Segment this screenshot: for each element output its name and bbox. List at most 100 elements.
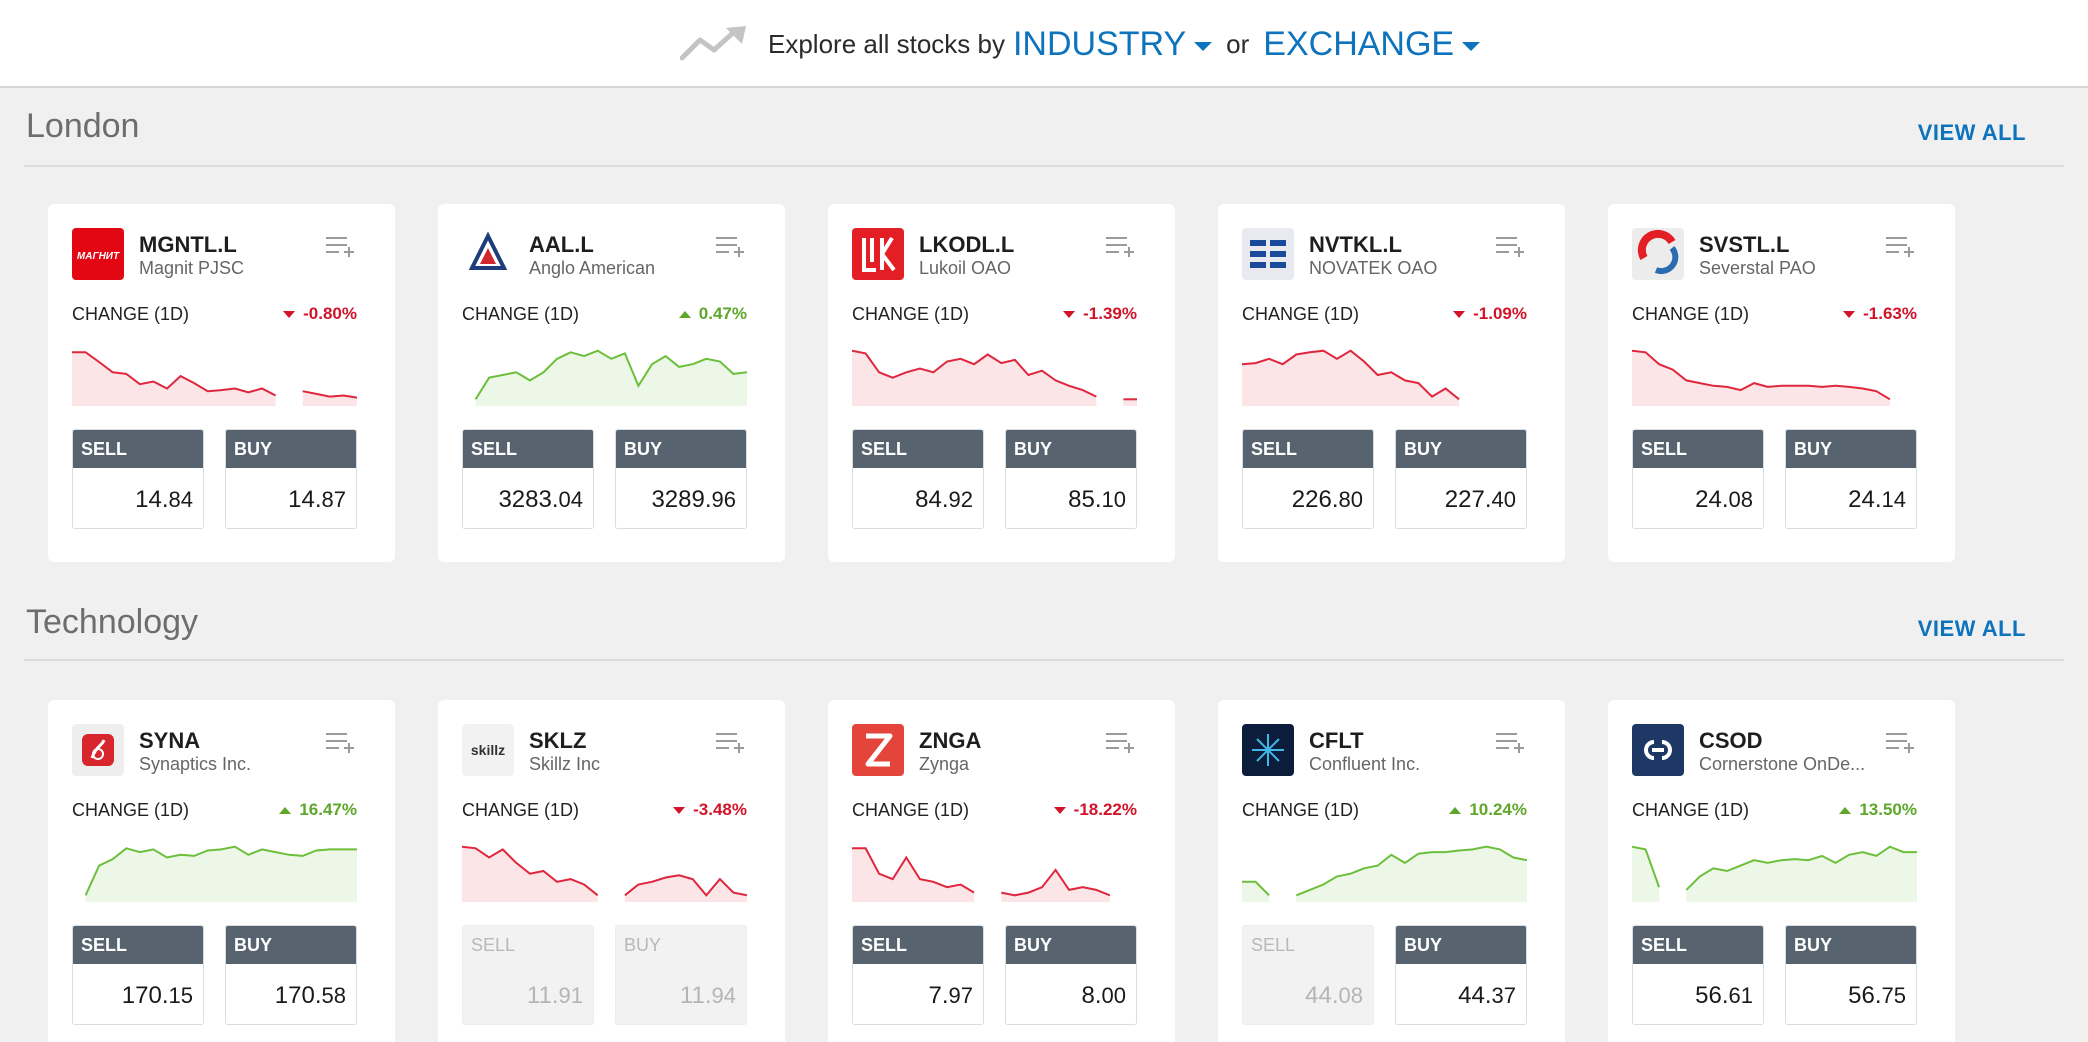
buy-button[interactable]: BUY 3289.96 bbox=[615, 429, 747, 529]
sparkline-area bbox=[475, 350, 747, 406]
stock-symbol[interactable]: CFLT bbox=[1309, 728, 1364, 753]
sparkline-area bbox=[85, 846, 357, 902]
sell-price: 84.92 bbox=[853, 468, 983, 528]
change-value: -1.39% bbox=[1063, 304, 1137, 324]
section-divider bbox=[24, 659, 2064, 661]
arrow-down-icon bbox=[1053, 806, 1066, 814]
buy-label: BUY bbox=[1006, 926, 1136, 964]
sell-button[interactable]: SELL 14.84 bbox=[72, 429, 204, 529]
section-divider bbox=[24, 165, 2064, 167]
add-to-watchlist-icon[interactable] bbox=[715, 234, 745, 258]
stock-symbol[interactable]: LKODL.L bbox=[919, 232, 1015, 257]
or-text: or bbox=[1226, 28, 1250, 59]
stock-card[interactable]: МАГНИТ MGNTL.L Magnit PJSC CHANGE (1D) -0.80… bbox=[48, 204, 395, 562]
change-label: CHANGE (1D) bbox=[72, 304, 190, 324]
buy-button[interactable]: BUY 44.37 bbox=[1395, 925, 1527, 1025]
sell-price-decimals: 97 bbox=[948, 983, 973, 1008]
buy-button[interactable]: BUY 170.58 bbox=[225, 925, 357, 1025]
add-to-watchlist-icon[interactable] bbox=[1495, 730, 1525, 754]
sell-price-main: 11. bbox=[526, 982, 559, 1009]
stock-card[interactable]: LKODL.L Lukoil OAO CHANGE (1D) -1.39% SELL 84… bbox=[828, 204, 1175, 562]
buy-price: 11.94 bbox=[616, 964, 746, 1024]
add-to-watchlist-icon[interactable] bbox=[325, 234, 355, 258]
sparkline-area bbox=[1242, 881, 1270, 902]
view-all-technology[interactable]: VIEW ALL bbox=[1917, 616, 2026, 641]
stock-card[interactable]: SVSTL.L Severstal PAO CHANGE (1D) -1.63% SEL… bbox=[1608, 204, 1955, 562]
buy-price: 8.00 bbox=[1006, 964, 1136, 1024]
buy-button[interactable]: BUY 8.00 bbox=[1005, 925, 1137, 1025]
industry-dropdown[interactable]: INDUSTRY bbox=[1013, 25, 1213, 64]
sparkline-chart bbox=[1632, 845, 1917, 902]
sell-label: SELL bbox=[853, 926, 983, 964]
stock-symbol[interactable]: CSOD bbox=[1699, 728, 1763, 753]
arrow-up-icon bbox=[1449, 806, 1462, 814]
sparkline-area bbox=[1123, 399, 1137, 406]
sparkline-area bbox=[72, 352, 276, 406]
sparkline-chart bbox=[1632, 349, 1891, 406]
buy-button[interactable]: BUY 85.10 bbox=[1005, 429, 1137, 529]
change-label: CHANGE (1D) bbox=[1632, 800, 1750, 820]
sell-button[interactable]: SELL 84.92 bbox=[852, 429, 984, 529]
stock-symbol[interactable]: NVTKL.L bbox=[1309, 232, 1402, 257]
sell-button[interactable]: SELL 226.80 bbox=[1242, 429, 1374, 529]
sell-button[interactable]: SELL 11.91 bbox=[462, 925, 594, 1025]
change-value: 13.50% bbox=[1839, 800, 1917, 820]
sparkline-line bbox=[1295, 845, 1527, 897]
add-to-watchlist-icon[interactable] bbox=[1885, 730, 1915, 754]
sell-price-main: 44. bbox=[1305, 982, 1339, 1009]
buy-button[interactable]: BUY 14.87 bbox=[225, 429, 357, 529]
change-value: 16.47% bbox=[279, 800, 357, 820]
add-to-watchlist-icon[interactable] bbox=[325, 730, 355, 754]
buy-price: 24.14 bbox=[1786, 468, 1916, 528]
add-to-watchlist-icon[interactable] bbox=[1105, 234, 1135, 258]
sell-button[interactable]: SELL 44.08 bbox=[1242, 925, 1374, 1025]
add-to-watchlist-icon[interactable] bbox=[1495, 234, 1525, 258]
buy-button[interactable]: BUY 227.40 bbox=[1395, 429, 1527, 529]
sell-button[interactable]: SELL 24.08 bbox=[1632, 429, 1764, 529]
view-all-london[interactable]: VIEW ALL bbox=[1917, 120, 2026, 145]
buy-price-decimals: 94 bbox=[711, 983, 736, 1008]
buy-button[interactable]: BUY 24.14 bbox=[1785, 429, 1917, 529]
sell-button[interactable]: SELL 56.61 bbox=[1632, 925, 1764, 1025]
stock-symbol[interactable]: AAL.L bbox=[529, 232, 594, 257]
arrow-up-icon bbox=[678, 310, 691, 318]
stock-symbol[interactable]: ZNGA bbox=[919, 728, 982, 753]
zynga-logo-icon bbox=[852, 724, 904, 776]
stock-symbol[interactable]: SYNA bbox=[139, 728, 201, 753]
add-to-watchlist-icon[interactable] bbox=[1105, 730, 1135, 754]
stock-card[interactable]: NVTKL.L NOVATEK OAO CHANGE (1D) -1.09% SELL 2… bbox=[1218, 204, 1565, 562]
stock-card[interactable]: SYNA Synaptics Inc. CHANGE (1D) 16.47% SELL 1… bbox=[48, 700, 395, 1042]
change-percent: -3.48% bbox=[693, 800, 747, 819]
chevron-down-icon bbox=[1194, 41, 1213, 51]
sell-label: SELL bbox=[1243, 430, 1373, 468]
change-percent: -1.09% bbox=[1473, 304, 1527, 323]
change-value: -0.80% bbox=[283, 304, 357, 324]
sell-button[interactable]: SELL 3283.04 bbox=[462, 429, 594, 529]
stock-card[interactable]: CFLT Confluent Inc. CHANGE (1D) 10.24% SELL 4… bbox=[1218, 700, 1565, 1042]
add-to-watchlist-icon[interactable] bbox=[1885, 234, 1915, 258]
stock-card[interactable]: ZNGA Zynga CHANGE (1D) -18.22% SELL 7.97 BUY 8.… bbox=[828, 700, 1175, 1042]
company-name: NOVATEK OAO bbox=[1309, 258, 1438, 278]
sparkline-chart bbox=[462, 845, 747, 902]
sell-button[interactable]: SELL 7.97 bbox=[852, 925, 984, 1025]
add-to-watchlist-icon[interactable] bbox=[715, 730, 745, 754]
sparkline-line bbox=[852, 349, 1097, 398]
buy-button[interactable]: BUY 56.75 bbox=[1785, 925, 1917, 1025]
sell-label: SELL bbox=[463, 926, 593, 964]
buy-button[interactable]: BUY 11.94 bbox=[615, 925, 747, 1025]
stock-symbol[interactable]: SKLZ bbox=[529, 728, 587, 753]
stock-card[interactable]: AAL.L Anglo American CHANGE (1D) 0.47% SELL 3… bbox=[438, 204, 785, 562]
change-label: CHANGE (1D) bbox=[72, 800, 190, 820]
stock-symbol[interactable]: SVSTL.L bbox=[1699, 232, 1790, 257]
exchange-dropdown[interactable]: EXCHANGE bbox=[1263, 25, 1481, 64]
sparkline-line bbox=[302, 390, 357, 399]
sparkline-chart bbox=[1242, 349, 1460, 406]
stock-card[interactable]: skillz SKLZ Skillz Inc CHANGE (1D) -3.48% SEL… bbox=[438, 700, 785, 1042]
sparkline-area bbox=[1686, 846, 1917, 902]
sell-label: SELL bbox=[73, 926, 203, 964]
stock-card[interactable]: CSOD Cornerstone OnDe... CHANGE (1D) 13.50%… bbox=[1608, 700, 1955, 1042]
sparkline-chart bbox=[852, 847, 1111, 902]
stock-symbol[interactable]: MGNTL.L bbox=[139, 232, 237, 257]
sell-button[interactable]: SELL 170.15 bbox=[72, 925, 204, 1025]
sell-price: 226.80 bbox=[1243, 468, 1373, 528]
